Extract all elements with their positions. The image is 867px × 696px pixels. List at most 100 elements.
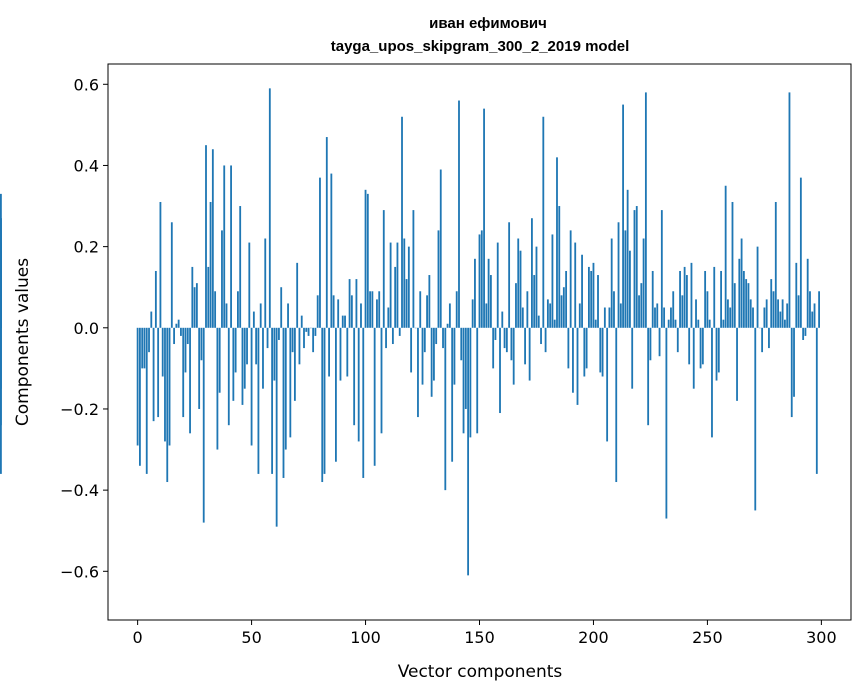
bar-10 bbox=[159, 201, 162, 328]
bar-244 bbox=[692, 327, 695, 389]
bar-52 bbox=[255, 327, 258, 365]
bars-group bbox=[0, 88, 820, 576]
bar-73 bbox=[303, 327, 305, 349]
bar-232 bbox=[665, 327, 668, 519]
bar-205 bbox=[603, 307, 606, 328]
bar-209 bbox=[613, 291, 615, 328]
bar-85 bbox=[330, 173, 333, 328]
bar-163 bbox=[508, 222, 511, 328]
bar-281 bbox=[777, 299, 779, 328]
bar-105 bbox=[376, 299, 378, 328]
bar-172 bbox=[528, 327, 531, 381]
bar-255 bbox=[717, 327, 720, 373]
bar-61 bbox=[275, 327, 278, 527]
bar-106 bbox=[378, 291, 381, 328]
x-axis-ticks: 0 50 100 150 200 250 300 bbox=[133, 620, 837, 647]
bar-81 bbox=[321, 327, 324, 483]
bar-317 bbox=[0, 295, 2, 328]
bar-93 bbox=[348, 279, 351, 328]
bar-124 bbox=[419, 291, 422, 328]
bar-239 bbox=[681, 295, 684, 328]
bar-19 bbox=[180, 327, 182, 336]
bar-196 bbox=[583, 327, 586, 377]
bar-277 bbox=[768, 327, 770, 349]
bar-150 bbox=[478, 234, 481, 328]
bar-21 bbox=[184, 327, 187, 373]
bar-176 bbox=[537, 315, 540, 328]
bar-294 bbox=[806, 258, 809, 328]
bar-72 bbox=[300, 315, 303, 328]
bar-57 bbox=[266, 327, 269, 349]
bar-198 bbox=[587, 266, 590, 328]
bar-240 bbox=[683, 266, 686, 328]
bar-75 bbox=[307, 327, 310, 336]
bar-234 bbox=[670, 307, 672, 328]
bar-235 bbox=[672, 291, 675, 328]
bar-84 bbox=[328, 327, 330, 377]
bar-13 bbox=[166, 327, 169, 483]
bar-97 bbox=[357, 327, 360, 442]
bar-42 bbox=[232, 327, 235, 401]
bar-134 bbox=[442, 327, 444, 349]
bar-220 bbox=[638, 295, 640, 328]
bar-138 bbox=[451, 327, 454, 462]
bar-254 bbox=[715, 327, 718, 381]
bar-55 bbox=[262, 327, 264, 389]
bar-99 bbox=[362, 327, 365, 478]
bar-64 bbox=[282, 327, 285, 478]
bar-140 bbox=[455, 291, 458, 328]
bar-263 bbox=[736, 327, 738, 401]
bar-225 bbox=[649, 327, 652, 361]
bar-100 bbox=[364, 189, 367, 328]
bar-212 bbox=[619, 303, 622, 328]
x-tick-label: 50 bbox=[241, 628, 261, 647]
bar-78 bbox=[314, 327, 317, 336]
bar-35 bbox=[216, 327, 219, 450]
bar-56 bbox=[264, 238, 267, 328]
bar-203 bbox=[599, 327, 602, 373]
x-tick-label: 100 bbox=[350, 628, 381, 647]
bar-259 bbox=[727, 299, 729, 328]
bar-223 bbox=[644, 92, 647, 328]
bar-274 bbox=[761, 327, 764, 353]
bar-215 bbox=[626, 189, 629, 328]
bar-62 bbox=[278, 327, 280, 340]
bar-258 bbox=[724, 185, 727, 328]
bar-181 bbox=[549, 303, 552, 328]
bar-184 bbox=[556, 157, 558, 328]
bar-71 bbox=[298, 327, 301, 365]
bar-169 bbox=[521, 307, 524, 328]
bar-68 bbox=[291, 327, 294, 353]
bar-197 bbox=[585, 327, 588, 369]
bar-67 bbox=[289, 327, 292, 438]
bar-135 bbox=[444, 327, 447, 491]
bar-127 bbox=[426, 295, 428, 328]
bar-31 bbox=[207, 266, 210, 328]
y-tick-label: −0.4 bbox=[60, 481, 99, 500]
bar-178 bbox=[542, 116, 545, 328]
bar-46 bbox=[241, 327, 244, 405]
x-tick-label: 300 bbox=[806, 628, 837, 647]
bar-279 bbox=[772, 291, 775, 328]
bar-292 bbox=[802, 327, 805, 340]
bar-315 bbox=[0, 327, 2, 426]
bar-20 bbox=[182, 327, 185, 418]
y-tick-label: −0.2 bbox=[60, 400, 99, 419]
bar-149 bbox=[476, 327, 479, 434]
bar-11 bbox=[161, 327, 164, 377]
bar-126 bbox=[423, 327, 426, 353]
bar-121 bbox=[412, 210, 415, 328]
bar-9 bbox=[157, 327, 160, 418]
y-axis-label: Components values bbox=[13, 258, 33, 426]
bar-224 bbox=[647, 327, 650, 426]
bar-229 bbox=[658, 327, 661, 357]
bar-130 bbox=[433, 327, 435, 381]
bar-88 bbox=[337, 299, 340, 328]
bar-48 bbox=[246, 327, 248, 365]
bar-201 bbox=[594, 319, 597, 328]
bar-143 bbox=[462, 327, 465, 434]
bar-264 bbox=[738, 258, 741, 328]
bar-26 bbox=[195, 283, 198, 328]
bar-238 bbox=[679, 270, 681, 328]
bar-221 bbox=[640, 283, 643, 328]
